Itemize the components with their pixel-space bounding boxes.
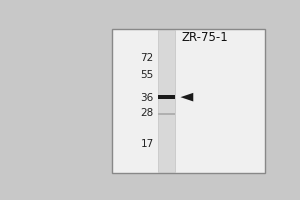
Text: 17: 17 [140, 139, 154, 149]
Bar [112, 29, 266, 173]
Text: 72: 72 [140, 53, 154, 63]
Bar [158, 113, 175, 115]
Text: ZR-75-1: ZR-75-1 [182, 31, 228, 44]
Polygon shape [181, 93, 193, 101]
Text: 28: 28 [140, 108, 154, 118]
Bar [158, 30, 175, 172]
Text: 55: 55 [140, 70, 154, 80]
Bar [158, 95, 175, 99]
Text: 36: 36 [140, 93, 154, 103]
